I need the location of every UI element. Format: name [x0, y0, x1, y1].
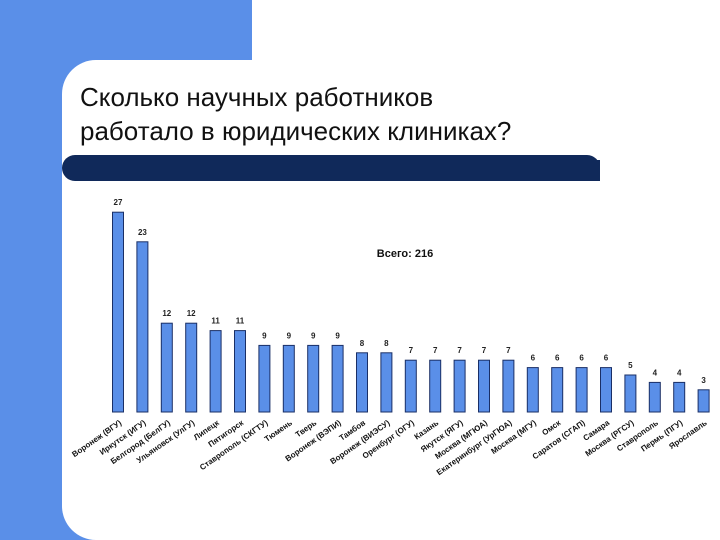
bar: [185, 322, 198, 413]
bar: [600, 367, 612, 413]
bar: [697, 389, 710, 413]
data-label: 3: [701, 376, 706, 385]
data-label: 11: [211, 317, 220, 326]
bar: [380, 352, 393, 413]
annotation: Всего: 216: [377, 248, 433, 260]
bar: [429, 359, 442, 413]
white-panel-fill: [200, 60, 720, 540]
data-label: 8: [384, 339, 389, 348]
data-label: 7: [433, 346, 438, 355]
bar: [478, 359, 490, 413]
title-rule-fill: [80, 160, 600, 181]
bar: [282, 344, 295, 413]
bar: [356, 352, 368, 413]
bar: [551, 367, 564, 413]
data-label: 9: [262, 331, 267, 340]
data-label: 6: [604, 354, 609, 363]
data-label: 4: [677, 368, 682, 377]
data-label: 11: [236, 317, 245, 326]
bar: [526, 367, 539, 413]
data-label: 7: [482, 346, 487, 355]
bar: [648, 381, 661, 413]
bar: [404, 359, 417, 413]
data-label: 7: [409, 346, 414, 355]
data-label: 12: [162, 309, 171, 318]
bar: [331, 344, 344, 413]
data-label: 23: [138, 228, 147, 237]
data-label: 12: [187, 309, 196, 318]
data-label: 9: [311, 331, 316, 340]
data-label: 6: [531, 354, 536, 363]
bar: [209, 330, 222, 413]
bar: [673, 381, 686, 413]
bar: [258, 344, 271, 413]
data-label: 8: [360, 339, 365, 348]
bar: [502, 359, 515, 413]
data-label: 5: [628, 361, 633, 370]
bar: [575, 367, 588, 413]
data-label: 9: [335, 331, 340, 340]
data-label: 7: [457, 346, 462, 355]
bar: [624, 374, 637, 413]
data-label: 7: [506, 346, 511, 355]
data-label: 4: [653, 368, 658, 377]
data-label: 6: [555, 354, 560, 363]
bar: [307, 344, 320, 413]
chart-title: Сколько научных работников работало в юри…: [80, 82, 511, 146]
bar: [160, 322, 173, 413]
bar: [453, 359, 466, 413]
bar: [136, 241, 149, 413]
bar: [112, 211, 124, 413]
data-label: 6: [579, 354, 584, 363]
data-label: 9: [287, 331, 292, 340]
data-label: 27: [114, 198, 123, 207]
bar: [234, 330, 246, 413]
